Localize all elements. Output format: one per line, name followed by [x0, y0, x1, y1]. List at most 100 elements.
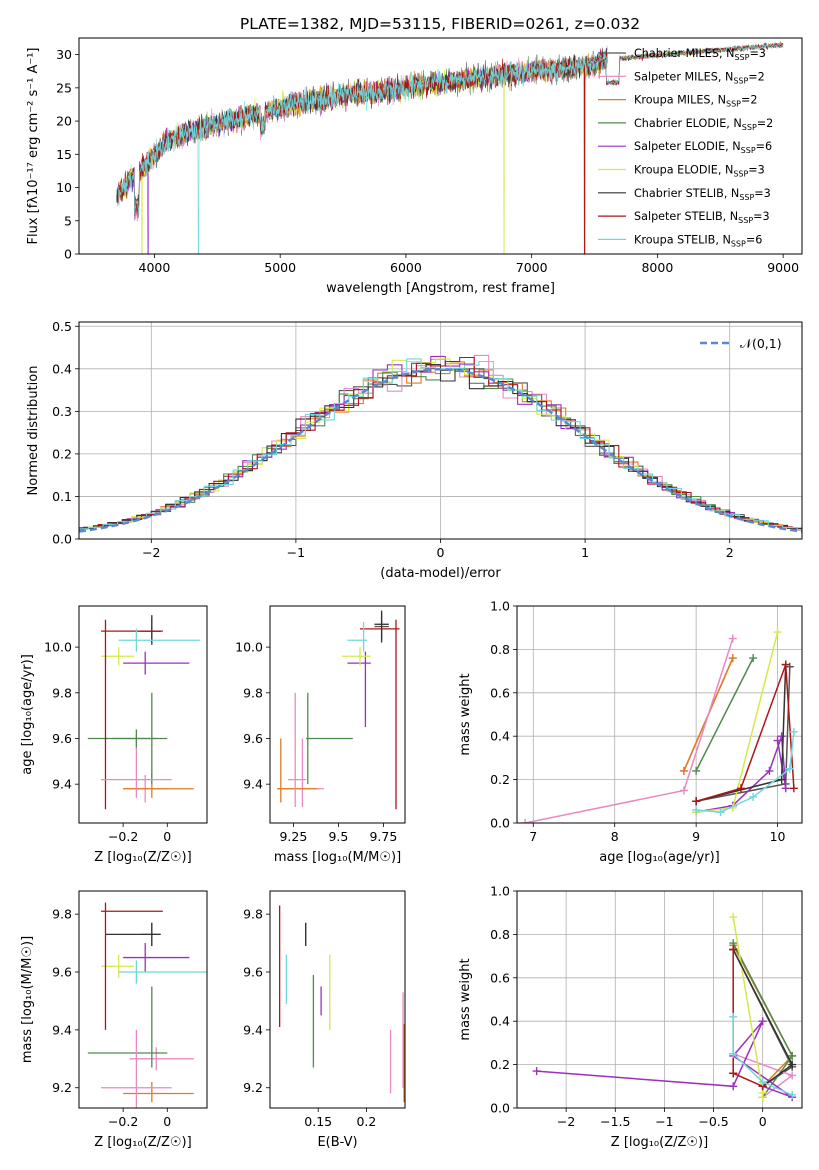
y-tick-label: 15: [56, 147, 72, 162]
weight-line: [536, 1020, 793, 1098]
legend-label: Chabrier MILES, NSSP=3: [634, 47, 766, 62]
x-tick-label: 0.15: [304, 1114, 332, 1129]
x-tick-label: 9: [692, 829, 700, 844]
axes-frame: [78, 605, 208, 824]
y-tick-label: 9.8: [52, 685, 72, 700]
spectrum-panel: 4000 5000 6000 7000 8000 9000 0 5 10 15 20 25 30 wave…: [26, 37, 803, 296]
legend-label: Chabrier ELODIE, NSSP=2: [634, 117, 773, 132]
weight-marker: [729, 945, 738, 954]
legend-label: Chabrier STELIB, NSSP=3: [634, 187, 771, 202]
weight-marker: [679, 766, 688, 775]
EBV-vs-mass-panel: 0.15 0.2 9.2 9.4 9.6 9.8 E(B-V): [243, 890, 406, 1150]
y-tick-label: 0.6: [490, 685, 510, 700]
spectrum-lines: [116, 40, 784, 254]
weight-marker: [758, 1093, 767, 1102]
weight-marker: [777, 732, 786, 741]
spectrum-series: [117, 49, 608, 254]
x-axis-label: age [log₁₀(age/yr)]: [599, 850, 720, 865]
x-axis-label: mass [log₁₀(M/M☉)]: [274, 850, 401, 865]
y-axis-label: Normed distribution: [26, 366, 41, 496]
weight-marker: [532, 1067, 541, 1076]
x-tick-label: 6000: [390, 260, 422, 275]
y-tick-label: 9.6: [243, 731, 263, 746]
y-tick-label: 0.4: [490, 1014, 510, 1029]
spectrum-legend: Chabrier MILES, NSSP=3 Salpeter MILES, NS…: [598, 47, 773, 248]
axes-frame: [78, 321, 803, 540]
y-tick-label: 0.2: [490, 772, 510, 787]
y-tick-label: 0.3: [52, 404, 72, 419]
legend-label: Salpeter ELODIE, NSSP=6: [634, 140, 772, 155]
y-tick-label: 0.0: [52, 532, 72, 547]
x-axis-label: (data-model)/error: [380, 566, 501, 581]
x-tick-label: 8: [611, 829, 619, 844]
figure-title: PLATE=1382, MJD=53115, FIBERID=0261, z=0…: [240, 15, 640, 33]
x-tick-label: 0: [163, 1114, 171, 1129]
weight-marker: [788, 1060, 797, 1069]
legend-label: 𝒩(0,1): [740, 336, 782, 351]
y-tick-label: 1.0: [490, 599, 510, 614]
y-tick-label: 0.4: [490, 729, 510, 744]
weight-line: [732, 1016, 793, 1096]
y-tick-label: 0.0: [490, 816, 510, 831]
x-axis-label: Z [log₁₀(Z/Z☉)]: [611, 1135, 708, 1150]
x-tick-label: 4000: [139, 260, 171, 275]
Z-vs-age-errorbars: [87, 615, 201, 810]
x-tick-label: −1.5: [600, 1114, 630, 1129]
weight-marker: [758, 1077, 767, 1086]
weight-line: [732, 949, 764, 1087]
x-tick-label: −0.2: [108, 1114, 138, 1129]
weight-marker: [785, 764, 794, 773]
weight-marker: [679, 786, 688, 795]
age-vs-massweight-series: [521, 628, 798, 823]
x-tick-label: −2: [142, 545, 160, 560]
weight-marker: [789, 784, 798, 793]
legend-label: Kroupa ELODIE, NSSP=3: [634, 164, 765, 179]
Z-vs-mass-errorbars: [87, 902, 207, 1108]
weight-marker: [729, 1049, 738, 1058]
weight-marker: [521, 819, 530, 823]
x-tick-label: 9.5: [328, 829, 348, 844]
weight-marker: [728, 654, 737, 663]
y-tick-label: 0.8: [490, 927, 510, 942]
y-tick-label: 25: [56, 80, 72, 95]
x-tick-label: −0.2: [108, 829, 138, 844]
weight-marker: [736, 784, 745, 793]
spectrum-series: [117, 50, 608, 254]
y-tick-label: 9.8: [52, 907, 72, 922]
y-axis-label: mass weight: [458, 958, 473, 1040]
y-tick-label: 10.0: [44, 640, 72, 655]
weight-marker: [777, 775, 786, 784]
spectrum-series: [117, 51, 608, 254]
weight-marker: [692, 766, 701, 775]
mass-vs-age-panel: 9.25 9.5 9.75 9.4 9.6 9.8 10.0 mass [log₁₀(M/M☉…: [235, 605, 406, 865]
x-axis-label: Z [log₁₀(Z/Z☉)]: [94, 850, 191, 865]
y-tick-label: 9.4: [52, 777, 72, 792]
axes-frame: [78, 37, 803, 255]
weight-marker: [781, 784, 790, 793]
Z-vs-mass-panel: −0.2 0 9.2 9.4 9.6 9.8 Z [log₁₀(Z/Z☉)] mass [lo…: [20, 890, 208, 1150]
x-tick-label: 0: [437, 545, 445, 560]
y-tick-label: 0.6: [490, 970, 510, 985]
y-tick-label: 9.8: [243, 907, 263, 922]
y-tick-label: 0.8: [490, 642, 510, 657]
residual-histograms: [79, 354, 802, 533]
Z-vs-massweight-series: [532, 913, 797, 1102]
y-tick-label: 10.0: [235, 640, 263, 655]
x-tick-label: 0: [163, 829, 171, 844]
weight-marker: [729, 913, 738, 922]
x-tick-label: −0.5: [698, 1114, 728, 1129]
y-tick-label: 0.5: [52, 319, 72, 334]
y-axis-label: mass weight: [458, 673, 473, 755]
y-tick-label: 0.2: [52, 446, 72, 461]
y-axis-label: age [log₁₀(age/yr)]: [20, 654, 35, 775]
weight-line: [732, 916, 764, 1098]
EBV-vs-mass-errorbars: [278, 905, 405, 1103]
axes-frame: [269, 890, 406, 1109]
y-tick-label: 9.4: [243, 777, 263, 792]
weight-marker: [716, 808, 725, 817]
weight-marker: [788, 1071, 797, 1080]
weight-marker: [729, 1069, 738, 1078]
y-tick-label: 0.0: [490, 1101, 510, 1116]
x-tick-label: 5000: [264, 260, 296, 275]
x-tick-label: 10: [770, 829, 786, 844]
